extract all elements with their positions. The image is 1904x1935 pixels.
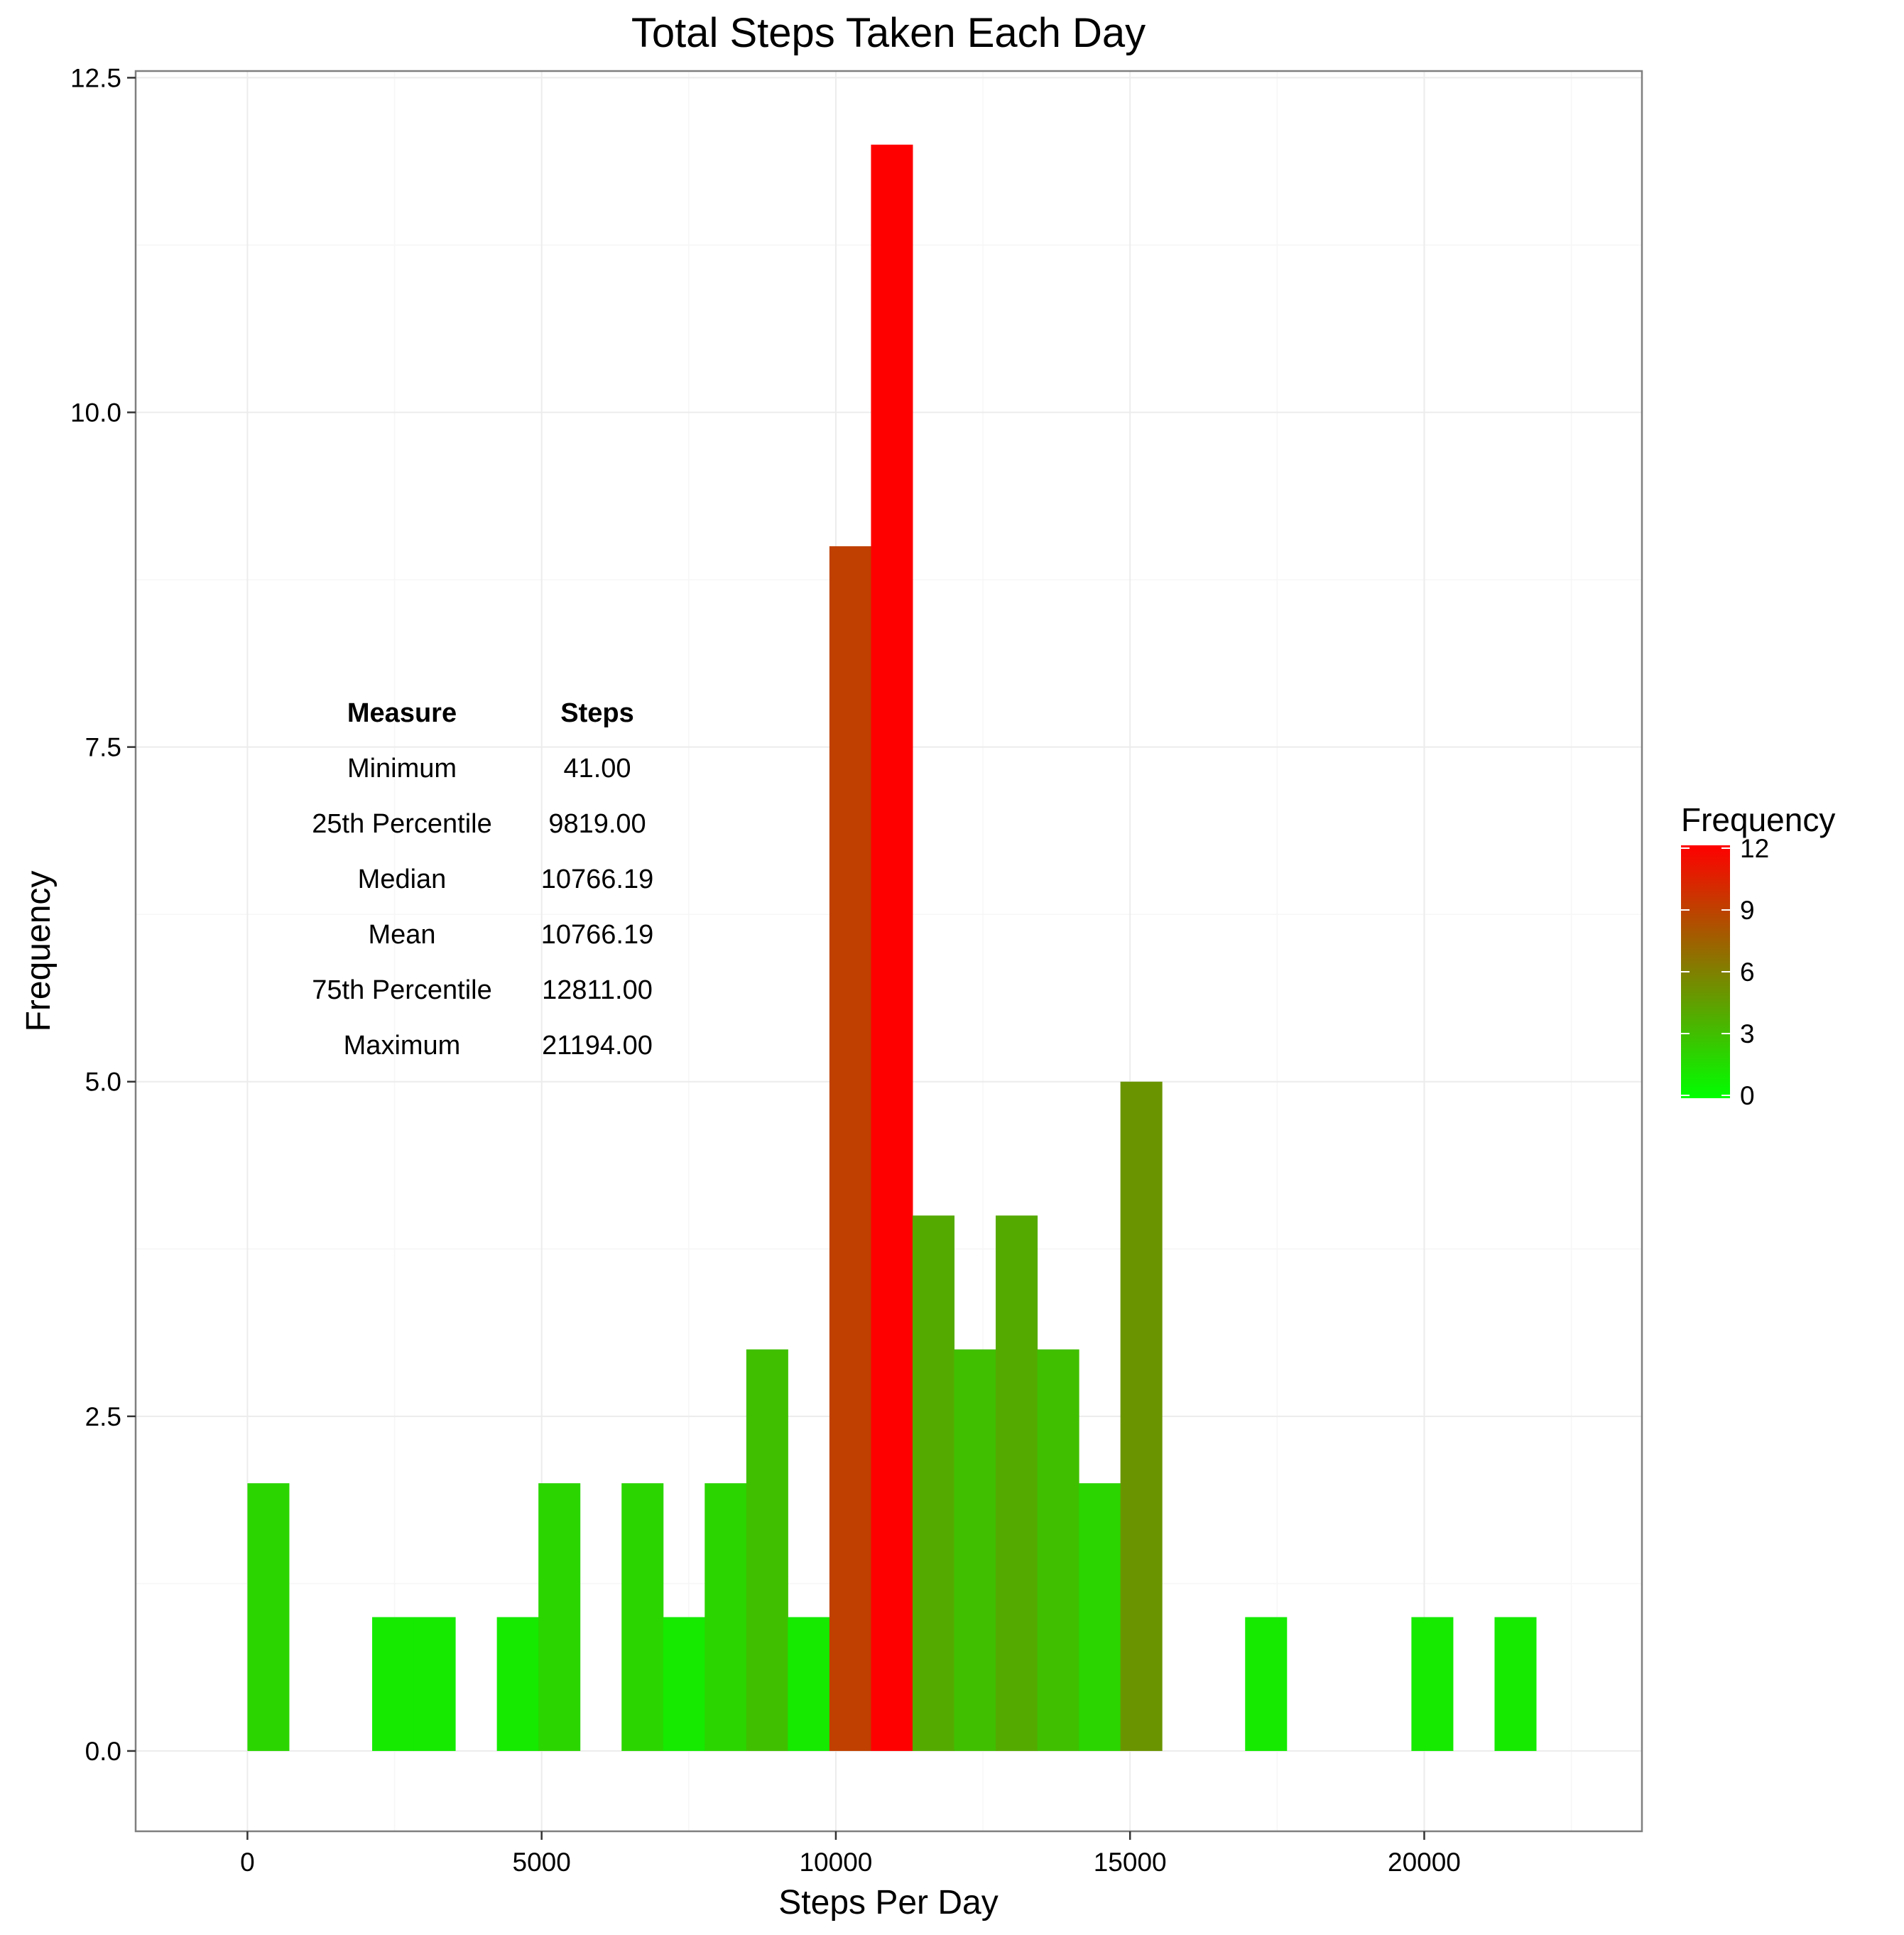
histogram-bar bbox=[788, 1617, 830, 1751]
table-cell-steps: 41.00 bbox=[563, 754, 631, 784]
legend-tick-label: 12 bbox=[1740, 834, 1769, 863]
x-axis-title: Steps Per Day bbox=[778, 1884, 998, 1922]
histogram-bar bbox=[372, 1617, 415, 1751]
legend-title: Frequency bbox=[1681, 801, 1835, 838]
table-cell-measure: Minimum bbox=[347, 754, 457, 784]
histogram-bar bbox=[1037, 1349, 1079, 1751]
x-tick-label: 20000 bbox=[1388, 1848, 1461, 1877]
y-tick-label: 12.5 bbox=[70, 63, 121, 92]
y-tick-label: 10.0 bbox=[70, 399, 121, 428]
x-tick-label: 5000 bbox=[513, 1848, 571, 1877]
histogram-bar bbox=[413, 1617, 456, 1751]
x-tick-label: 0 bbox=[240, 1848, 255, 1877]
chart-title: Total Steps Taken Each Day bbox=[631, 10, 1146, 56]
table-header-measure: Measure bbox=[347, 698, 457, 728]
y-tick-label: 7.5 bbox=[85, 733, 121, 762]
legend-ticks: 0 3 6 9 12 bbox=[1681, 834, 1769, 1110]
legend-tick-label: 0 bbox=[1740, 1081, 1755, 1110]
histogram-bar bbox=[912, 1215, 955, 1751]
histogram-bar bbox=[705, 1483, 747, 1751]
table-cell-measure: Mean bbox=[368, 920, 435, 950]
legend-tick-label: 9 bbox=[1740, 896, 1755, 925]
histogram-bar bbox=[871, 144, 913, 1751]
legend-tick-label: 3 bbox=[1740, 1019, 1755, 1048]
table-cell-measure: 75th Percentile bbox=[312, 975, 492, 1005]
table-cell-steps: 9819.00 bbox=[548, 809, 646, 839]
histogram-bars bbox=[247, 144, 1537, 1751]
table-cell-measure: Median bbox=[358, 864, 447, 894]
histogram-bar bbox=[496, 1617, 539, 1751]
histogram-bar bbox=[621, 1483, 664, 1751]
table-cell-steps: 10766.19 bbox=[541, 920, 654, 950]
histogram-bar bbox=[247, 1483, 290, 1751]
table-header-steps: Steps bbox=[560, 698, 633, 728]
histogram-bar bbox=[663, 1617, 705, 1751]
x-tick-label: 10000 bbox=[799, 1848, 872, 1877]
table-cell-measure: Maximum bbox=[344, 1031, 461, 1061]
y-axis-title: Frequency bbox=[20, 871, 58, 1032]
x-axis-ticks: 0 5000 10000 15000 20000 bbox=[240, 1831, 1461, 1877]
plot-panel-border bbox=[134, 70, 1643, 1833]
y-tick-label: 2.5 bbox=[85, 1402, 121, 1431]
table-cell-steps: 12811.00 bbox=[542, 975, 653, 1005]
y-tick-label: 5.0 bbox=[85, 1068, 121, 1097]
x-tick-label: 15000 bbox=[1094, 1848, 1167, 1877]
table-cell-steps: 21194.00 bbox=[542, 1031, 653, 1061]
summary-table: Measure Steps Minimum 41.00 25th Percentile 9… bbox=[312, 698, 653, 1061]
table-cell-steps: 10766.19 bbox=[541, 864, 654, 894]
y-axis-ticks: 0.0 2.5 5.0 7.5 10.0 12.5 bbox=[70, 63, 136, 1766]
histogram-bar bbox=[746, 1349, 788, 1751]
y-tick-label: 0.0 bbox=[85, 1737, 121, 1766]
histogram-bar bbox=[1411, 1617, 1454, 1751]
histogram-bar bbox=[1120, 1081, 1163, 1751]
histogram-bar bbox=[1494, 1617, 1537, 1751]
legend-tick-label: 6 bbox=[1740, 958, 1755, 987]
histogram-bar bbox=[1245, 1617, 1288, 1751]
histogram-bar bbox=[954, 1349, 996, 1751]
histogram-bar bbox=[1079, 1483, 1121, 1751]
histogram-bar bbox=[538, 1483, 581, 1751]
histogram-bar bbox=[996, 1215, 1038, 1751]
table-cell-measure: 25th Percentile bbox=[312, 809, 492, 839]
histogram-bar bbox=[829, 546, 871, 1751]
